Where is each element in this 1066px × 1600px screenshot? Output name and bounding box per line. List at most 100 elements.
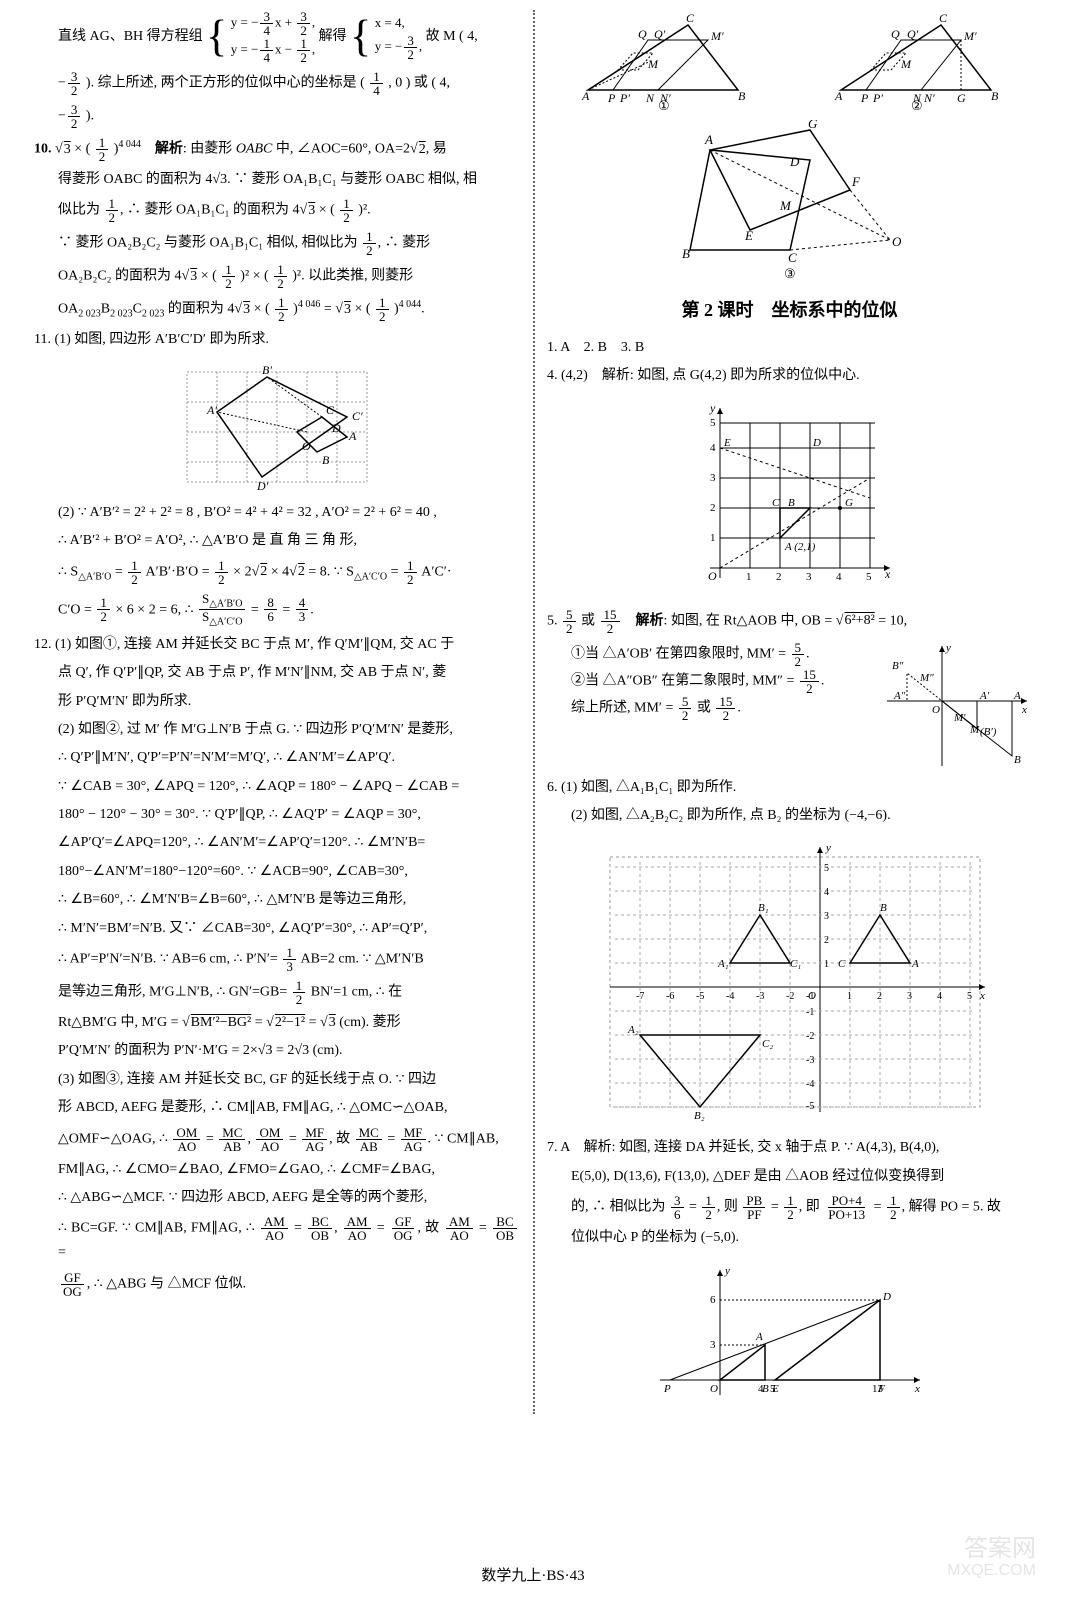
q12-2c: ∵ ∠CAB = 30°, ∠APQ = 120°, ∴ ∠AQP = 180°…: [34, 776, 519, 798]
svg-text:6: 6: [710, 1294, 716, 1306]
svg-text:O: O: [708, 569, 717, 583]
svg-text:-1: -1: [806, 1007, 814, 1018]
q12-2l: P′Q′M′N′ 的面积为 P′N′·M′G = 2×√3 = 2√3 (cm)…: [34, 1040, 519, 1062]
q10-line3: 似比为 12, ∴ 菱形 OA₁B₁C₁ 的面积为 4√3 × ( 12 )².: [34, 197, 519, 224]
q5-line4: 综上所述, MM′ = 52 或 152.: [547, 695, 874, 722]
svg-text:A: A: [834, 89, 843, 103]
svg-text:B: B: [880, 902, 887, 914]
svg-text:-4: -4: [726, 991, 734, 1002]
svg-text:B₂: B₂: [694, 1110, 705, 1122]
svg-text:1: 1: [746, 571, 752, 583]
svg-text:M′: M′: [710, 29, 724, 43]
svg-text:3: 3: [907, 991, 912, 1002]
q12-2j: 是等边三角形, M′G⊥N′B, ∴ GN′=GB= 12 BN′=1 cm, …: [34, 979, 519, 1006]
svg-text:-5: -5: [806, 1101, 814, 1112]
svg-text:y: y: [724, 1265, 730, 1277]
svg-text:M: M: [779, 198, 792, 213]
svg-text:5: 5: [770, 1383, 776, 1395]
svg-text:2: 2: [824, 935, 829, 946]
q12-3b: 形 ABCD, AEFG 是菱形, ∴ CM∥AB, FM∥AG, ∴ △OMC…: [34, 1097, 519, 1119]
svg-text:y: y: [945, 642, 951, 654]
svg-text:C₂: C₂: [762, 1038, 773, 1050]
svg-text:C: C: [326, 403, 335, 417]
q12-2i: ∴ AP′=P′N′=N′B. ∵ AB=6 cm, ∴ P′N′= 13 AB…: [34, 946, 519, 973]
q11-2c: ∴ S△A′B′O = 12 A′B′·B′O = 12 × 2√2 × 4√2…: [34, 559, 519, 586]
svg-text:B₁: B₁: [758, 902, 769, 914]
q12-3f: ∴ BC=GF. ∵ CM∥AB, FM∥AG, ∴ AMAO = BCOB, …: [34, 1215, 519, 1264]
svg-text:-7: -7: [636, 991, 644, 1002]
svg-text:x: x: [914, 1383, 920, 1395]
svg-text:1: 1: [710, 532, 716, 544]
svg-text:A: A: [911, 958, 919, 970]
page: 直线 AG、BH 得方程组 { y = −34x + 32, y = −14x …: [20, 10, 1046, 1414]
svg-text:Q′: Q′: [907, 27, 919, 41]
svg-text:13: 13: [872, 1383, 884, 1395]
svg-text:4: 4: [836, 571, 842, 583]
q12-2e: ∠AP′Q′=∠APQ=120°, ∴ ∠AN′M′=∠AP′Q′=120°. …: [34, 832, 519, 854]
svg-text:5: 5: [824, 863, 829, 874]
svg-text:P: P: [607, 91, 616, 105]
q12-2a: (2) 如图②, 过 M′ 作 M′G⊥N′B 于点 G. ∵ 四边形 P′Q′…: [34, 719, 519, 741]
fig-q5: O x y A A′ A″ B (B′) B″ M M′ M″: [882, 641, 1032, 771]
fig-row-1-2: A B C Q Q′ M′ M P P′ N N′ ① A B C: [547, 10, 1032, 110]
svg-text:5: 5: [710, 417, 716, 429]
section-heading: 第 2 课时 坐标系中的位似: [547, 296, 1032, 325]
q12-3g: GFOG, ∴ △ABG 与 △MCF 位似.: [34, 1271, 519, 1298]
q7-3: 的, ∴ 相似比为 36 = 12, 则 PBPF = 12, 即 PO+4PO…: [547, 1194, 1032, 1221]
para-conclusion-1: −32 ). 综上所述, 两个正方形的位似中心的坐标是 ( 14 , 0 ) 或…: [34, 70, 519, 97]
svg-text:D: D: [789, 154, 800, 169]
q12-3c: △OMF∽△OAG, ∴ OMAO = MCAB, OMAO = MFAG, 故…: [34, 1126, 519, 1153]
q11-1: 11. (1) 如图, 四边形 A′B′C′D′ 即为所求.: [34, 329, 519, 351]
svg-text:x: x: [884, 567, 891, 581]
svg-text:A: A: [581, 89, 590, 103]
svg-text:M: M: [900, 57, 912, 71]
svg-text:-2: -2: [806, 1031, 814, 1042]
q12-1b: 点 Q′, 作 Q′P′∥QP, 交 AB 于点 P′, 作 M′N′∥NM, …: [34, 662, 519, 684]
svg-text:-5: -5: [696, 991, 704, 1002]
q12-3d: FM∥AG, ∴ ∠CMO=∠BAO, ∠FMO=∠GAO, ∴ ∠CMF=∠B…: [34, 1159, 519, 1181]
q10-line5: OA₂B₂C₂ 的面积为 4√3 × ( 12 )² × ( 12 )². 以此…: [34, 263, 519, 290]
svg-text:4: 4: [710, 442, 716, 454]
svg-text:x: x: [1021, 704, 1027, 716]
fig-q7: O x y P A B E D F 3 6 4 5 13: [547, 1260, 1032, 1410]
q7-2: E(5,0), D(13,6), F(13,0), △DEF 是由 △AOB 经…: [547, 1166, 1032, 1188]
svg-text:3: 3: [806, 571, 812, 583]
svg-text:M′: M′: [963, 29, 977, 43]
svg-text:1: 1: [824, 959, 829, 970]
svg-text:A′: A′: [206, 403, 217, 417]
svg-text:B: B: [322, 453, 330, 467]
svg-text:C: C: [772, 497, 780, 509]
svg-text:2: 2: [710, 502, 716, 514]
svg-text:5: 5: [967, 991, 972, 1002]
svg-text:D′: D′: [256, 479, 269, 492]
svg-text:B: B: [1014, 754, 1021, 766]
svg-text:②: ②: [911, 98, 923, 110]
svg-text:A′: A′: [979, 690, 990, 702]
svg-text:A: A: [348, 429, 357, 443]
svg-text:(B′): (B′): [980, 726, 997, 738]
svg-text:Q: Q: [638, 27, 647, 41]
svg-text:P: P: [663, 1383, 671, 1395]
svg-text:O: O: [932, 704, 940, 716]
q12-3e: ∴ △ABG∽△MCF. ∵ 四边形 ABCD, AEFG 是全等的两个菱形,: [34, 1187, 519, 1209]
q5-line1: 5. 52 或 152 解析: 如图, 在 Rt△AOB 中, OB = √6²…: [547, 608, 1032, 635]
svg-text:P: P: [860, 91, 869, 105]
svg-text:-6: -6: [666, 991, 674, 1002]
q12-2g: ∴ ∠B=60°, ∴ ∠M′N′B=∠B=60°, ∴ △M′N′B 是等边三…: [34, 889, 519, 911]
q12-2b: ∴ Q′P′∥M′N′, Q′P′=P′N′=N′M′=M′Q′, ∴ ∠AN′…: [34, 747, 519, 769]
svg-text:P′: P′: [872, 91, 883, 105]
svg-text:x: x: [979, 990, 985, 1002]
q7-1: 7. A 解析: 如图, 连接 DA 并延长, 交 x 轴于点 P. ∵ A(4…: [547, 1137, 1032, 1159]
svg-text:C: C: [939, 11, 948, 25]
svg-text:4: 4: [824, 887, 829, 898]
svg-text:F: F: [851, 174, 861, 189]
svg-text:-2: -2: [786, 991, 794, 1002]
svg-text:A″: A″: [893, 690, 906, 702]
fig-3: A B C D E F G M O ③: [547, 120, 1032, 280]
svg-text:-3: -3: [756, 991, 764, 1002]
svg-text:3: 3: [824, 911, 829, 922]
svg-text:E: E: [744, 228, 753, 243]
fig-2: A B C Q Q′ M′ M P P′ N N′ G ②: [821, 10, 1011, 110]
svg-text:A (2,1): A (2,1): [784, 541, 816, 553]
para-conclusion-1b: −32 ).: [34, 103, 519, 130]
